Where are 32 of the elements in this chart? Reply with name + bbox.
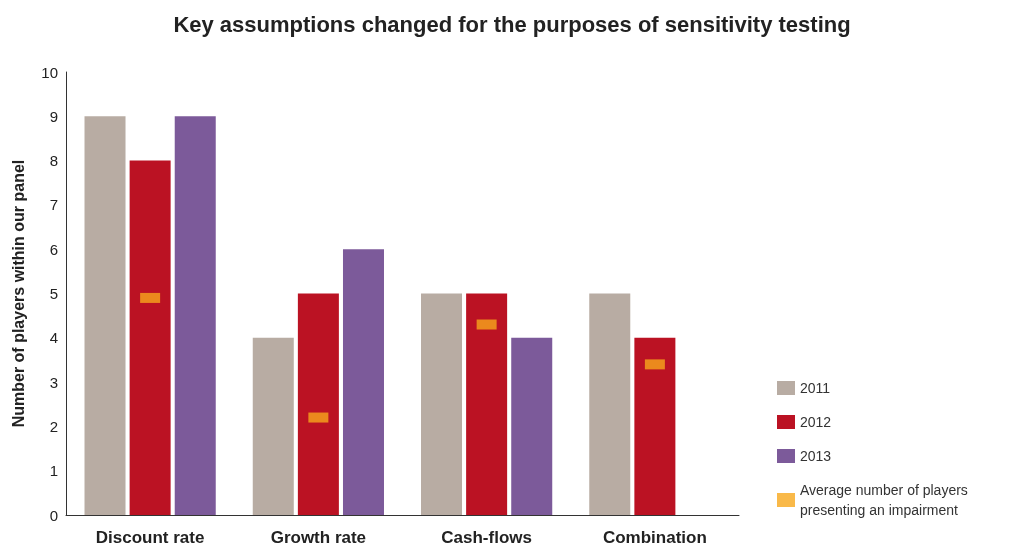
y-tick-label: 7 xyxy=(49,196,58,214)
x-tick-label: Combination xyxy=(602,528,707,547)
y-tick-label: 9 xyxy=(49,107,58,125)
y-axis-title: Number of players within our panel xyxy=(9,159,27,428)
legend-label: 2012 xyxy=(800,414,832,430)
y-tick-label: 1 xyxy=(49,462,58,480)
y-tick-label: 10 xyxy=(41,63,58,81)
bar xyxy=(466,293,508,515)
y-tick-label: 2 xyxy=(49,417,58,435)
bar xyxy=(129,160,171,515)
bar xyxy=(421,293,463,515)
bar xyxy=(511,337,553,515)
bar xyxy=(84,116,126,515)
bar xyxy=(342,249,384,515)
bar xyxy=(297,293,339,515)
bar xyxy=(589,293,631,515)
chart-title: Key assumptions changed for the purposes of sensitivity testing xyxy=(173,11,851,37)
y-tick-label: 4 xyxy=(49,329,58,347)
y-tick-label: 3 xyxy=(49,373,58,391)
legend-label: Average number of players presenting an impairment xyxy=(800,482,972,518)
bar xyxy=(634,337,676,515)
y-tick-label: 6 xyxy=(49,240,58,258)
x-tick-label: Discount rate xyxy=(95,528,205,547)
legend-label: 2013 xyxy=(800,448,832,464)
x-tick-label: Cash-flows xyxy=(441,528,532,547)
y-tick-label: 8 xyxy=(49,152,58,170)
bar xyxy=(252,337,294,515)
bar xyxy=(174,116,216,515)
y-tick-label: 0 xyxy=(49,506,58,524)
y-tick-label: 5 xyxy=(49,285,58,302)
x-tick-label: Growth rate xyxy=(270,528,367,547)
legend-label: 2011 xyxy=(800,380,831,396)
